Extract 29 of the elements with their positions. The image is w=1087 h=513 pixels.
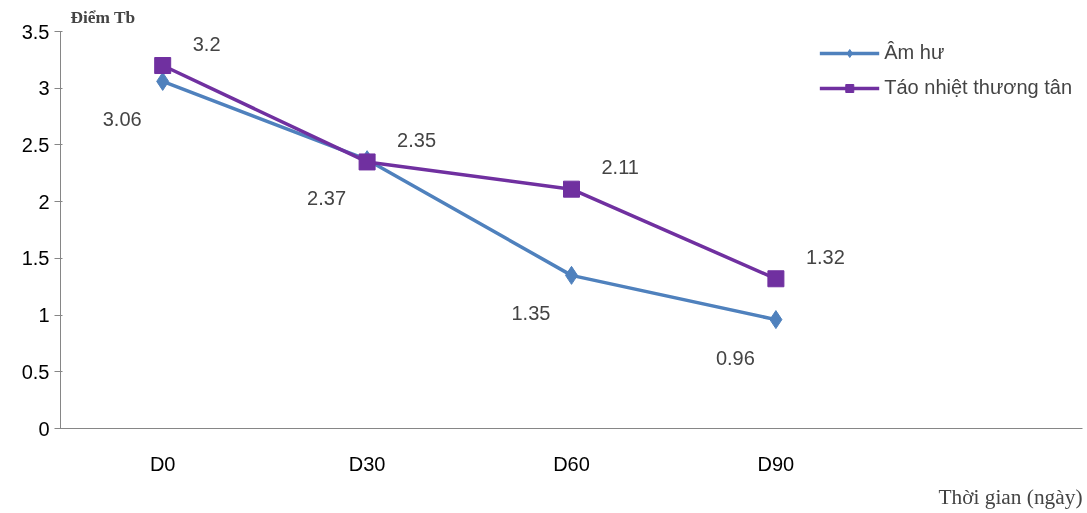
y-axis-title: Điểm Tb [70,7,136,27]
y-tick-label: 3.5 [21,20,50,43]
y-tick-label: 0.5 [21,360,50,383]
y-tick-label: 2 [38,190,50,213]
x-tick-label: D0 [149,452,176,475]
data-label: 2.11 [601,156,639,179]
data-label: 2.35 [397,128,437,151]
y-tick-label: 0 [38,417,50,440]
legend-label: Âm hư [884,41,945,64]
data-label: 1.32 [805,245,845,268]
data-label: 3.06 [102,108,142,131]
y-tick-label: 1 [38,304,50,327]
data-label: 2.37 [307,186,347,209]
y-tick-label: 1.5 [21,247,50,270]
data-label: 0.96 [715,346,755,369]
y-tick-label: 3 [38,77,50,100]
legend-label: Táo nhiệt thương tân [884,76,1072,99]
x-tick-label: D60 [553,452,590,475]
point [156,71,170,91]
x-axis-title: Thời gian (ngày) [938,484,1083,509]
point [563,180,580,198]
y-tick-label: 2.5 [21,133,50,156]
x-tick-label: D90 [757,452,795,475]
point [769,310,783,330]
data-label: 3.2 [192,32,221,55]
point [767,270,785,288]
point [154,57,172,75]
data-label: 1.35 [511,302,551,325]
x-tick-label: D30 [348,452,386,475]
